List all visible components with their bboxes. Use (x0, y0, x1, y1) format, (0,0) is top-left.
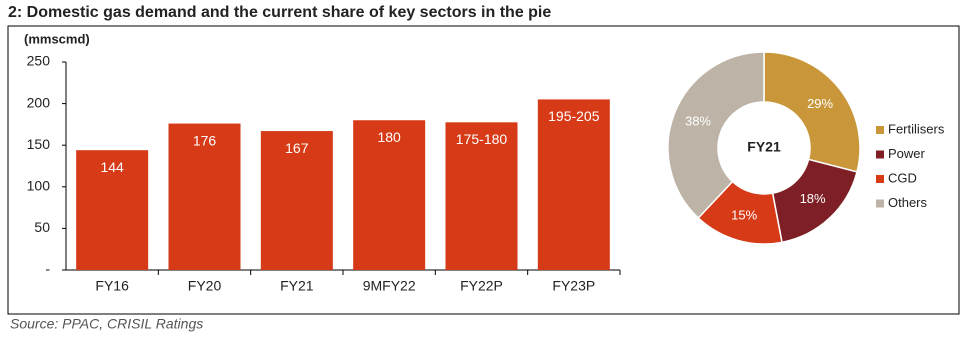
y-tick-label: 250 (27, 53, 51, 69)
legend-swatch (876, 126, 884, 134)
x-tick-label: FY21 (280, 278, 314, 294)
y-tick-label: - (45, 261, 50, 277)
value-label: 180 (377, 129, 401, 145)
bar (260, 131, 333, 270)
y-tick-label: 150 (27, 136, 51, 152)
legend-label: Others (888, 195, 928, 210)
bar (168, 123, 241, 271)
slice-label: 18% (800, 191, 826, 206)
slice-label: 38% (685, 113, 711, 128)
legend-label: Fertilisers (888, 121, 945, 136)
value-label: 176 (193, 132, 217, 148)
x-tick-label: FY23P (552, 278, 595, 294)
pie-slice (667, 51, 765, 220)
y-tick-label: 50 (34, 219, 50, 235)
legend-label: CGD (888, 170, 917, 185)
pie-slice (763, 51, 861, 173)
bar (445, 122, 518, 270)
value-label: 175-180 (456, 131, 508, 147)
bar (76, 150, 149, 270)
x-tick-label: FY16 (95, 278, 129, 294)
pie-center-label: FY21 (747, 139, 781, 155)
legend-swatch (876, 150, 884, 159)
slice-label: 15% (731, 208, 757, 223)
x-tick-label: FY20 (188, 278, 222, 294)
x-tick-label: 9MFY22 (363, 278, 416, 294)
bar (537, 99, 610, 270)
legend-label: Power (888, 146, 926, 161)
legend-swatch (876, 199, 884, 208)
y-axis-label: (mmscmd) (24, 31, 90, 46)
x-tick-label: FY22P (460, 278, 503, 294)
y-tick-label: 100 (27, 178, 51, 194)
legend-swatch (876, 175, 884, 183)
frame (7, 25, 960, 315)
y-tick-label: 200 (27, 94, 51, 110)
value-label: 195-205 (548, 108, 600, 124)
source-note: Source: PPAC, CRISIL Ratings (10, 316, 203, 332)
value-label: 144 (100, 159, 124, 175)
figure-title: 2: Domestic gas demand and the current s… (8, 4, 551, 21)
slice-label: 29% (807, 96, 833, 111)
value-label: 167 (285, 140, 309, 156)
bar (353, 120, 426, 271)
